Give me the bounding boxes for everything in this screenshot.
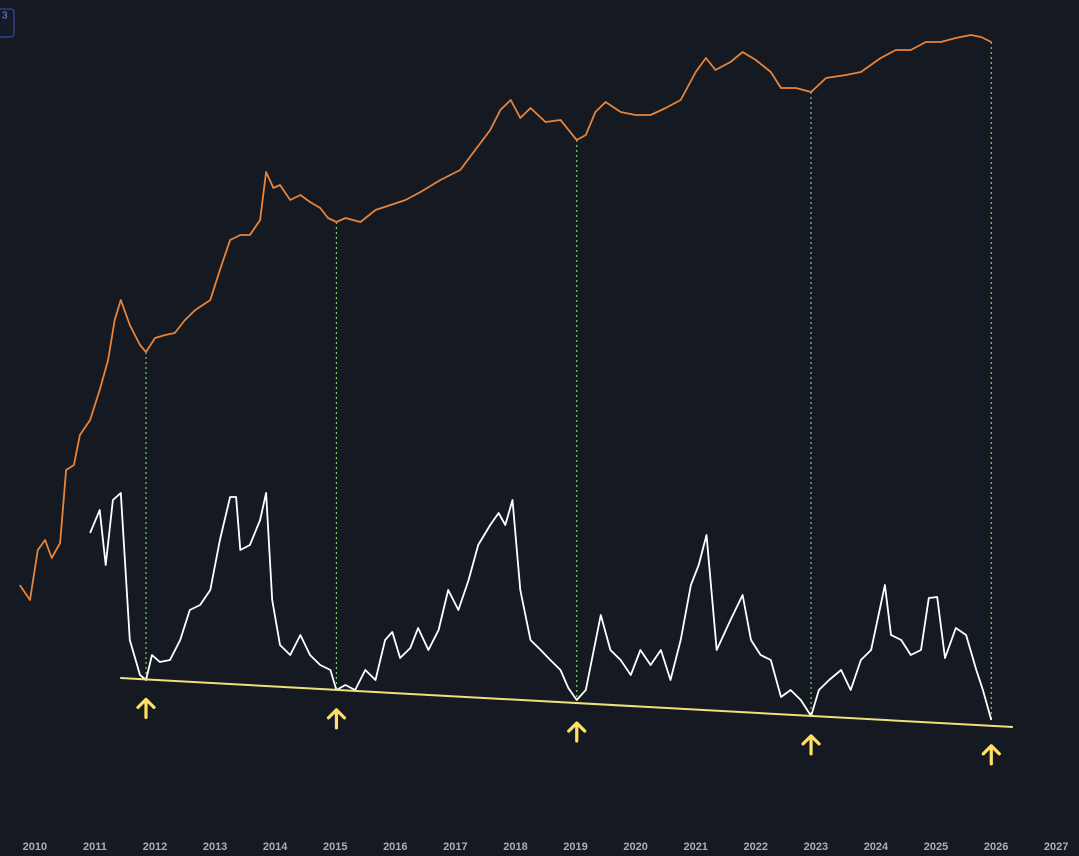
- x-tick-label: 2023: [804, 841, 828, 853]
- x-tick-label: 2015: [323, 841, 347, 853]
- x-tick-label: 2014: [263, 841, 288, 853]
- x-tick-label: 2024: [864, 841, 889, 853]
- x-tick-label: 2027: [1044, 841, 1068, 853]
- x-tick-label: 2019: [563, 841, 587, 853]
- x-tick-label: 2018: [503, 841, 527, 853]
- arrow-marker: [981, 744, 1001, 766]
- x-tick-label: 2016: [383, 841, 407, 853]
- x-tick-label: 2026: [984, 841, 1008, 853]
- x-tick-label: 2022: [744, 841, 768, 853]
- x-tick-label: 2011: [83, 841, 107, 853]
- corner-badge: [0, 8, 15, 38]
- series-line: [19, 34, 992, 601]
- arrow-marker: [326, 708, 347, 730]
- x-tick-label: 2025: [924, 841, 948, 853]
- corner-label: 3: [2, 11, 8, 22]
- x-tick-label: 2020: [623, 841, 647, 853]
- series-line: [89, 492, 993, 721]
- x-tick-label: 2012: [143, 841, 167, 853]
- x-tick-label: 2017: [443, 841, 467, 853]
- x-tick-label: 2010: [23, 841, 47, 853]
- arrow-marker: [136, 697, 156, 720]
- trendline: [120, 677, 1013, 728]
- arrow-marker: [567, 721, 587, 743]
- x-tick-label: 2021: [683, 841, 707, 853]
- arrow-marker: [801, 734, 821, 756]
- x-tick-label: 2013: [203, 841, 227, 853]
